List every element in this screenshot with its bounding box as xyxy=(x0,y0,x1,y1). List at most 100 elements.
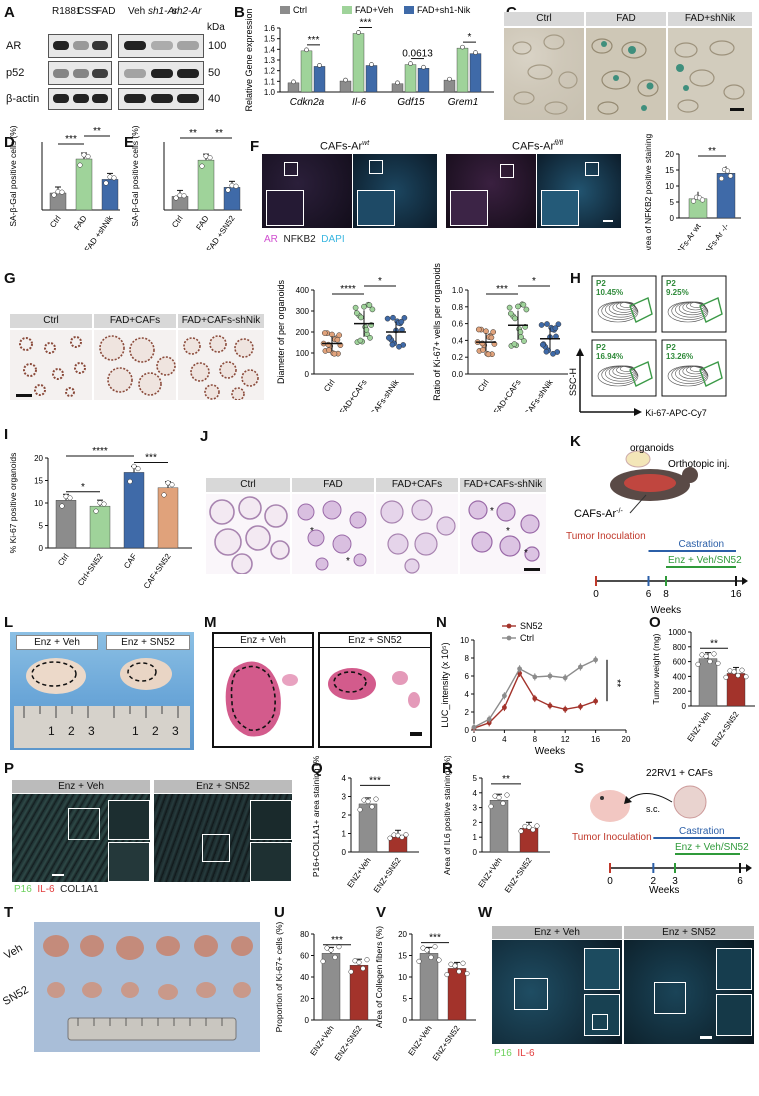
data-point xyxy=(538,322,545,328)
if-image-enz-veh xyxy=(12,794,150,882)
data-point xyxy=(59,503,65,509)
y-tick-label: 20 xyxy=(300,995,309,1004)
y-tick-label: 3 xyxy=(473,804,478,813)
x-tick-label: Ctrl xyxy=(48,214,63,230)
mouse-head xyxy=(682,467,698,483)
chart-g-diameter: 0 100 200 300 400 Diameter of per organoids Ct… xyxy=(276,276,414,412)
data-point xyxy=(739,667,745,673)
data-point xyxy=(369,804,375,810)
bar xyxy=(443,79,456,93)
data-point xyxy=(707,658,713,665)
x-tick-label: Il-6 xyxy=(352,97,366,108)
data-point xyxy=(504,792,510,798)
data-point xyxy=(506,304,513,311)
panel-b: B Ctrl FAD+Veh FAD+sh1-Nik 1.0 1.1 1.2 1.3 1.4 1… xyxy=(232,0,502,135)
significance-label: ** xyxy=(189,128,197,139)
significance-label: * xyxy=(468,32,472,43)
data-point xyxy=(233,183,239,189)
data-point xyxy=(360,965,366,972)
panel-h: H P2 10.45% P2 9.25% P2 16.94% P2 13.26% SSC-H Ki… xyxy=(566,262,759,420)
significance-label: ** xyxy=(710,638,718,649)
data-point xyxy=(490,329,497,335)
data-point xyxy=(555,321,562,328)
x-tick-label: ENZ+Veh xyxy=(476,856,503,889)
ruler-label: 2 xyxy=(152,724,159,738)
x-tick-label: ENZ+SN52 xyxy=(710,710,741,749)
data-point xyxy=(369,306,376,313)
organoids-label: organoids xyxy=(630,443,674,454)
data-point xyxy=(356,959,362,965)
panel-label: T xyxy=(4,904,14,921)
data-point xyxy=(326,347,332,353)
bar xyxy=(313,66,326,93)
flow-plots: P210.45%P29.25%P216.94%P213.26%SSC-HKi-6… xyxy=(568,275,727,418)
data-point xyxy=(361,303,367,310)
gate-percent: 13.26% xyxy=(666,352,693,361)
panel-label: O xyxy=(649,614,661,631)
data-point xyxy=(532,696,538,701)
data-point xyxy=(534,823,540,829)
image-title: CAFs-Arfl/fl xyxy=(512,140,564,153)
y-tick-label: 10 xyxy=(398,973,407,982)
x-tick-label: ENZ+SN52 xyxy=(503,856,534,895)
data-point xyxy=(511,341,518,347)
data-point xyxy=(67,495,73,501)
significance-label: ** xyxy=(611,679,622,687)
data-point xyxy=(356,30,361,35)
blot-p52-right xyxy=(118,61,204,85)
image-header: FAD+CAFs xyxy=(94,314,176,328)
y-tick-label: 5 xyxy=(670,198,675,207)
panel-label: N xyxy=(436,614,447,631)
data-point xyxy=(731,669,737,675)
data-point xyxy=(403,832,409,838)
y-tick-label: 0 xyxy=(473,848,478,857)
data-point xyxy=(488,334,495,341)
x-tick-label: Ctrl xyxy=(476,378,491,394)
x-tick-label: 4 xyxy=(502,735,507,744)
svg-text:*: * xyxy=(310,526,314,537)
mouse-eye xyxy=(600,796,604,800)
y-axis-label: Diameter of per organoids xyxy=(276,279,286,384)
bar xyxy=(417,68,430,93)
panel-label: B xyxy=(234,4,245,21)
image-header: FAD+shNik xyxy=(668,12,752,26)
y-tick-label: 80 xyxy=(300,930,309,939)
x-tick-label: CAFs-Ar -/- xyxy=(700,222,731,250)
x-tick-label: Grem1 xyxy=(448,97,479,108)
y-tick-label: 0.6 xyxy=(452,320,464,329)
panel-label: K xyxy=(570,433,581,450)
data-point xyxy=(93,508,99,514)
data-point xyxy=(364,957,370,963)
y-axis-label: Ratio of Ki-67+ vells per organoids xyxy=(432,263,442,401)
x-tick-label: 20 xyxy=(622,735,631,744)
legend-label: FAD+sh1-Nik xyxy=(417,5,471,15)
data-point xyxy=(486,720,492,726)
image-header: Enz + Veh xyxy=(492,926,622,939)
data-point xyxy=(369,62,374,67)
tumor-photo: Enz + Veh Enz + SN52 1 2 3 1 2 3 xyxy=(10,632,194,750)
data-point xyxy=(387,835,393,841)
y-axis-label: Area of NFKB2 positive staining (%) xyxy=(643,132,653,250)
panel-r: R 0 1 2 3 4 5 Area of IL6 positive staining (%… xyxy=(436,755,566,896)
x-tick-label: FAD+CAFs xyxy=(492,378,522,412)
data-point xyxy=(207,155,213,161)
data-point xyxy=(357,337,364,344)
panel-d: D SA-β-Gal positive cells (%) Ctrl FAD FAD … xyxy=(0,120,128,254)
significance-label: ** xyxy=(93,126,101,137)
x-tick-label: CAFs-Ar wt xyxy=(672,221,703,250)
y-tick-label: 0.8 xyxy=(452,303,464,312)
x-tick-label: ENZ+Veh xyxy=(685,710,712,743)
y-tick-label: 20 xyxy=(665,150,674,159)
panel-t: T Veh SN52 xyxy=(0,900,265,1060)
chart-u: 0 20 40 60 80 Proportion of Ki-67+ cells (%) E… xyxy=(274,921,378,1062)
chart-o: 0 200 400 600 800 1000 Tumor weight (mg) ENZ+Ve… xyxy=(651,628,755,749)
y-tick-label: 20 xyxy=(34,454,43,463)
chart-v: 0 5 10 15 20 Area of Collegen fibers (%) ENZ+V… xyxy=(374,926,476,1062)
panel-label: J xyxy=(200,428,209,445)
y-tick-label: 200 xyxy=(673,687,687,696)
organoid-image-fad-cafs-shnik xyxy=(178,330,264,400)
data-point xyxy=(352,304,359,311)
data-point xyxy=(321,330,328,336)
y-tick-label: 1.5 xyxy=(264,35,276,44)
